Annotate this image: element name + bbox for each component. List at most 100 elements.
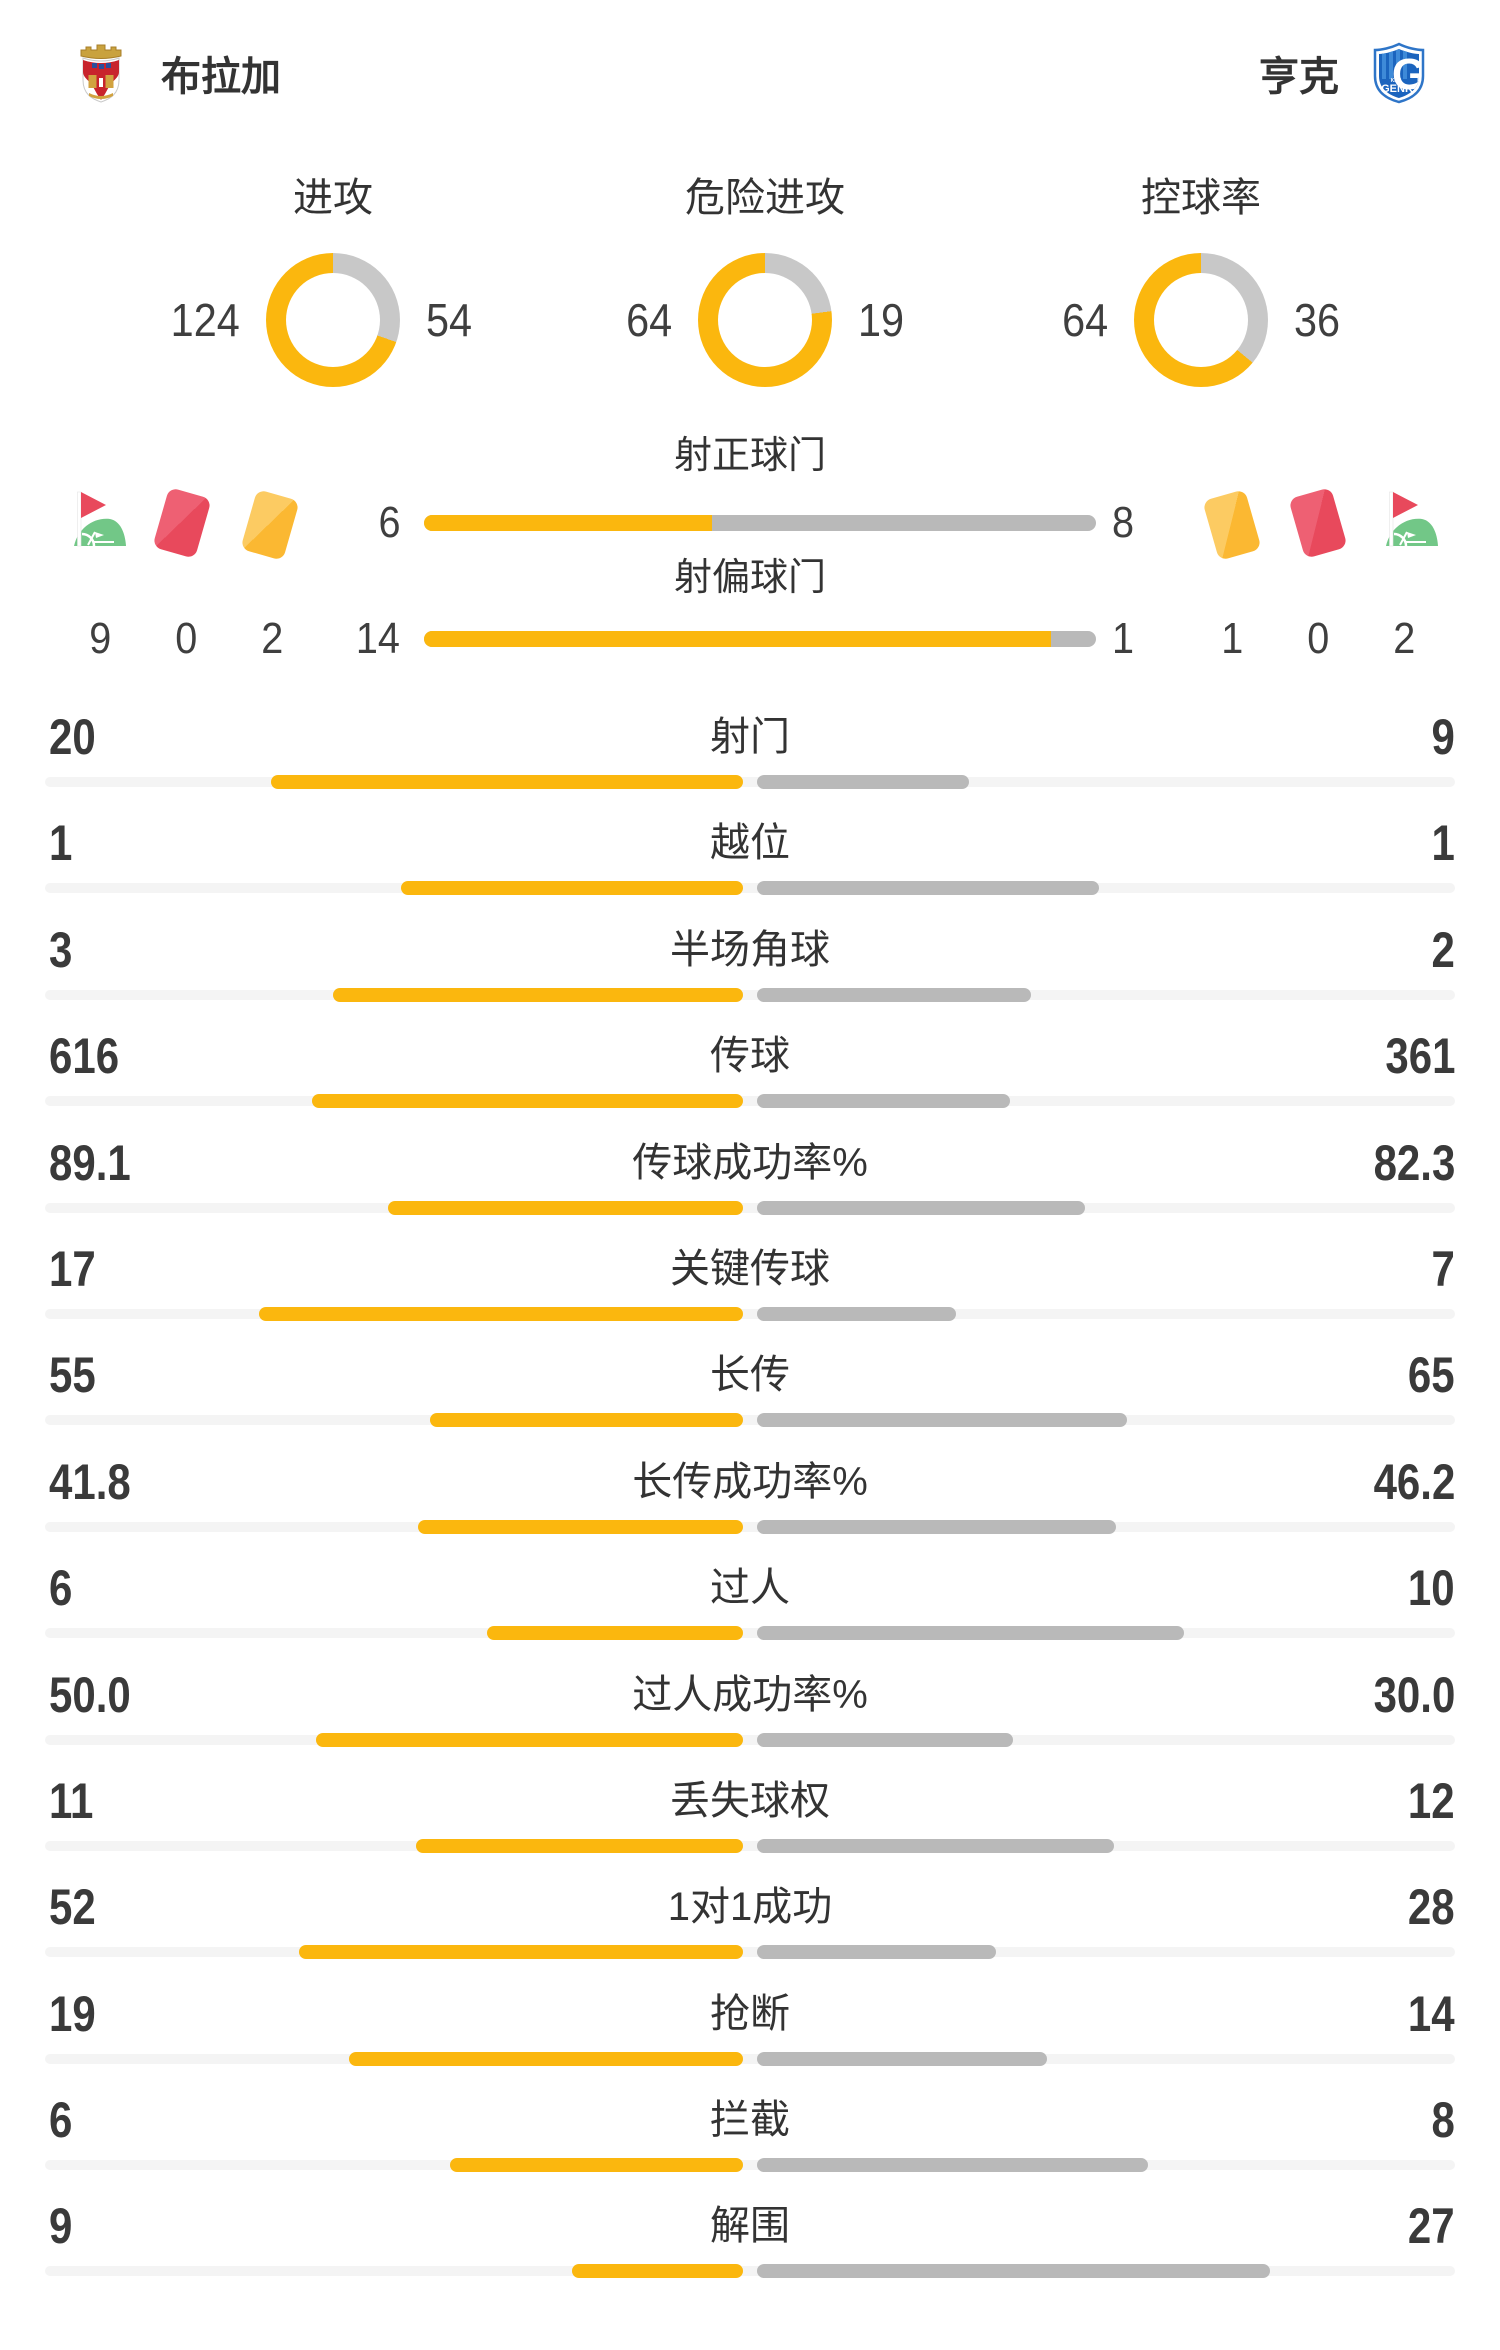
away-team-name: 亨克 bbox=[1259, 55, 1339, 99]
stat-bar-track bbox=[45, 2158, 1455, 2173]
stat-bar-home-fill bbox=[429, 1413, 743, 1428]
stat-bar-track bbox=[45, 1200, 1455, 1215]
stat-away-value: 8 bbox=[1431, 2092, 1455, 2149]
stat-home-value: 616 bbox=[49, 1028, 120, 1085]
stat-bar-home-fill bbox=[298, 1945, 743, 1960]
stat-home-value: 6 bbox=[49, 2092, 73, 2149]
stat-label: 丢失球权 bbox=[670, 1778, 830, 1823]
stat-bar-track bbox=[45, 1094, 1455, 1109]
donut-attacks: 进攻 124 54 bbox=[153, 176, 513, 387]
home-corners-count: 9 bbox=[88, 614, 112, 663]
stat-bar-away-fill bbox=[757, 1732, 1014, 1747]
stat-label: 解围 bbox=[710, 2204, 790, 2249]
away-yellow-cards-count: 1 bbox=[1220, 614, 1244, 663]
donut-dangerous-attacks: 危险进攻 64 19 bbox=[585, 176, 945, 387]
stat-home-value: 50.0 bbox=[49, 1666, 131, 1723]
stat-bar-away-fill bbox=[757, 1838, 1114, 1853]
possession-donut-chart bbox=[1134, 253, 1268, 387]
stat-bar-home-fill bbox=[572, 2264, 743, 2279]
stat-home-value: 52 bbox=[49, 1879, 96, 1936]
stat-label: 过人成功率% bbox=[632, 1672, 868, 1717]
stat-away-value: 2 bbox=[1431, 921, 1455, 978]
svg-text:GENK: GENK bbox=[1381, 83, 1413, 95]
stat-row: 19 抢断 14 bbox=[45, 1967, 1455, 2073]
stat-bar-away-fill bbox=[757, 1200, 1086, 1215]
donut-possession-away-value: 36 bbox=[1294, 294, 1341, 346]
donut-dangerous-attacks-title: 危险进攻 bbox=[685, 176, 845, 220]
stat-bar-away-fill bbox=[757, 1945, 997, 1960]
shots-off-target-label: 射偏球门 bbox=[673, 557, 826, 599]
stat-bar-track bbox=[45, 1732, 1455, 1747]
stat-bar-track bbox=[45, 775, 1455, 789]
stat-label: 抢断 bbox=[710, 1991, 790, 2036]
away-yellow-card-icon bbox=[1202, 489, 1262, 561]
stat-label: 1对1成功 bbox=[667, 1885, 833, 1930]
stat-bar-home-fill bbox=[449, 2158, 743, 2173]
shots-on-target-bar bbox=[424, 515, 1096, 531]
header: 布拉加 亨克 G KRC GENK bbox=[75, 40, 1425, 106]
stat-row: 6 拦截 8 bbox=[45, 2073, 1455, 2179]
shots-on-target-home-value: 6 bbox=[377, 498, 400, 547]
attacks-donut-chart bbox=[266, 253, 400, 387]
stat-bar-away-fill bbox=[757, 1626, 1185, 1641]
stat-label: 越位 bbox=[710, 821, 790, 866]
shots-on-target-label: 射正球门 bbox=[673, 435, 826, 477]
stat-away-value: 10 bbox=[1408, 1560, 1455, 1617]
stat-bar-away-fill bbox=[757, 1413, 1128, 1428]
stat-away-value: 9 bbox=[1431, 709, 1455, 765]
away-team-logo-genk-icon: G KRC GENK bbox=[1373, 42, 1425, 104]
stat-row: 6 过人 10 bbox=[45, 1541, 1455, 1647]
stat-away-value: 28 bbox=[1408, 1879, 1455, 1936]
stat-bar-home-fill bbox=[418, 1519, 743, 1534]
home-yellow-cards-count: 2 bbox=[260, 614, 284, 663]
stat-row: 89.1 传球成功率% 82.3 bbox=[45, 1116, 1455, 1222]
stat-bar-track bbox=[45, 1945, 1455, 1960]
shots-off-target-home-value: 14 bbox=[355, 614, 400, 663]
stat-bar-track bbox=[45, 1626, 1455, 1641]
stat-row: 55 长传 65 bbox=[45, 1328, 1455, 1434]
stat-row: 52 1对1成功 28 bbox=[45, 1860, 1455, 1966]
stat-bar-track bbox=[45, 1838, 1455, 1853]
stat-away-value: 82.3 bbox=[1373, 1134, 1455, 1191]
stat-label: 传球 bbox=[710, 1034, 790, 1079]
home-team-header: 布拉加 bbox=[75, 42, 281, 104]
stat-label: 长传 bbox=[710, 1353, 790, 1398]
stat-away-value: 12 bbox=[1408, 1772, 1455, 1829]
stat-home-value: 41.8 bbox=[49, 1453, 131, 1510]
stat-label: 长传成功率% bbox=[632, 1459, 868, 1504]
stat-home-value: 11 bbox=[49, 1772, 94, 1829]
svg-text:KRC: KRC bbox=[1391, 78, 1402, 84]
stat-row: 17 关键传球 7 bbox=[45, 1222, 1455, 1328]
shots-on-target-away-value: 8 bbox=[1112, 498, 1135, 547]
home-corner-flag-icon bbox=[74, 491, 126, 547]
stat-away-value: 7 bbox=[1431, 1240, 1455, 1297]
stat-row: 50.0 过人成功率% 30.0 bbox=[45, 1648, 1455, 1754]
stat-row: 11 丢失球权 12 bbox=[45, 1754, 1455, 1860]
away-red-cards-count: 0 bbox=[1306, 614, 1330, 663]
stat-bar-away-fill bbox=[757, 2051, 1048, 2066]
home-red-card-icon bbox=[152, 487, 212, 559]
stat-home-value: 89.1 bbox=[49, 1134, 131, 1191]
stat-bar-home-fill bbox=[315, 1732, 743, 1747]
shots-off-target-bar bbox=[424, 631, 1096, 647]
dangerous-attacks-donut-chart bbox=[698, 253, 832, 387]
stat-bar-home-fill bbox=[349, 2051, 743, 2066]
stat-label: 关键传球 bbox=[670, 1246, 830, 1291]
stat-home-value: 9 bbox=[49, 2198, 73, 2255]
stat-bar-track bbox=[45, 2264, 1455, 2279]
stat-away-value: 361 bbox=[1384, 1028, 1455, 1085]
stat-bar-track bbox=[45, 2051, 1455, 2066]
stat-home-value: 20 bbox=[49, 709, 96, 765]
stat-label: 过人 bbox=[710, 1566, 790, 1611]
stat-bar-away-fill bbox=[757, 2264, 1270, 2279]
home-team-logo-braga-icon bbox=[80, 44, 122, 103]
stat-bar-away-fill bbox=[757, 2158, 1148, 2173]
donut-attacks-away-value: 54 bbox=[426, 294, 473, 346]
donut-possession-title: 控球率 bbox=[1141, 176, 1261, 220]
stat-bar-home-fill bbox=[387, 1200, 743, 1215]
stat-row: 3 半场角球 2 bbox=[45, 903, 1455, 1009]
donut-possession: 控球率 64 36 bbox=[1021, 176, 1381, 387]
donut-dangerous-attacks-home-value: 64 bbox=[625, 294, 672, 346]
stat-label: 射门 bbox=[710, 715, 790, 759]
